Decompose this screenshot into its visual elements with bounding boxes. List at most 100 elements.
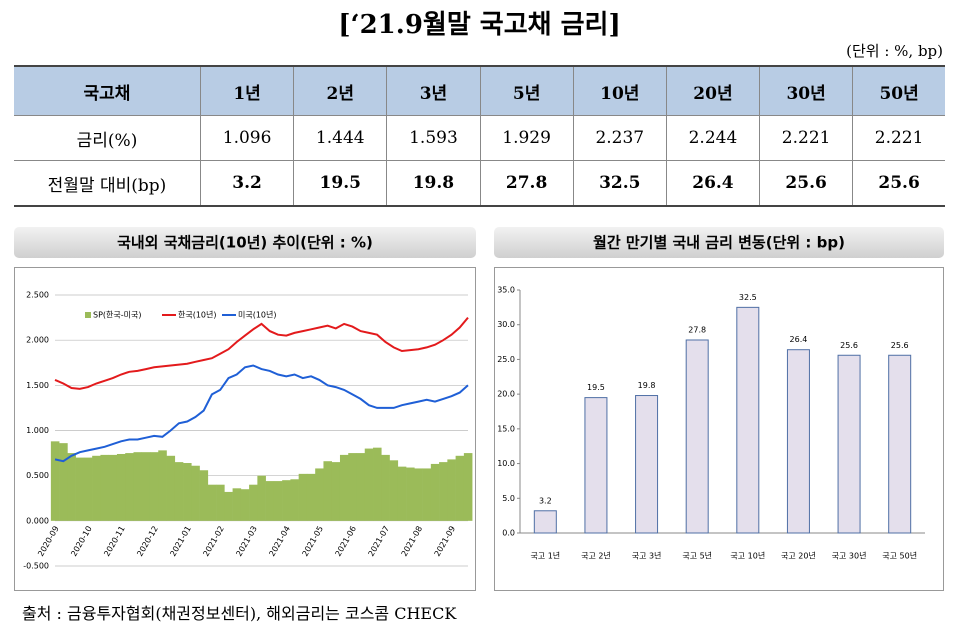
area-bar xyxy=(166,455,176,521)
table-row: 금리(%) 1.096 1.444 1.593 1.929 2.237 2.244 2.221… xyxy=(14,115,945,161)
area-bar xyxy=(133,452,143,521)
chart-title: 국내외 국채금리(10년) 추이(단위 : %) xyxy=(117,234,373,252)
y-tick-label: 20.0 xyxy=(497,390,515,399)
area-bar xyxy=(224,491,233,521)
x-tick-label: 국고 3년 xyxy=(632,551,662,561)
y-tick-label: 15.0 xyxy=(497,424,515,433)
area-bar xyxy=(174,462,184,521)
bar xyxy=(888,354,912,534)
value-label: 19.5 xyxy=(587,383,605,392)
legend-label: SP(한국-미국) xyxy=(93,311,141,320)
area-bar xyxy=(430,463,440,521)
y-tick-label: 2.000 xyxy=(26,336,49,345)
area-bar xyxy=(100,454,109,521)
value-cell: 3.2 xyxy=(199,160,295,207)
y-tick-label: 1.000 xyxy=(26,426,49,435)
value-cell: 2.244 xyxy=(665,115,761,161)
x-tick-label: 국고 20년 xyxy=(781,551,816,561)
header-cell: 5년 xyxy=(479,65,574,116)
y-tick-label: 0.000 xyxy=(26,516,49,525)
header-cell: 30년 xyxy=(759,65,854,116)
x-tick-label: 국고 30년 xyxy=(832,551,867,561)
y-tick-label: 10.0 xyxy=(497,459,515,468)
value-cell: 1.096 xyxy=(199,115,295,161)
value-cell: 32.5 xyxy=(572,160,667,207)
area-bar xyxy=(183,463,192,521)
legend-label: 한국(10년) xyxy=(178,310,217,320)
series-line xyxy=(54,316,469,390)
chart-frame xyxy=(14,267,476,591)
x-tick-label: 국고 5년 xyxy=(682,551,712,561)
area-bar xyxy=(406,467,415,521)
value-label: 32.5 xyxy=(739,293,757,302)
legend-swatch xyxy=(85,312,91,318)
value-label: 25.6 xyxy=(840,341,858,350)
value-label: 26.4 xyxy=(790,335,808,344)
area-bar xyxy=(158,450,167,521)
area-bar xyxy=(125,453,134,521)
bar xyxy=(786,349,810,534)
bar xyxy=(533,510,557,534)
area-bar xyxy=(149,452,159,521)
area-bar xyxy=(75,457,85,521)
area-bar xyxy=(257,475,266,521)
area-bar xyxy=(191,465,200,521)
row-label: 금리(%) xyxy=(14,115,201,161)
area-bar xyxy=(265,481,275,521)
area-bar xyxy=(364,448,374,521)
value-cell: 2.221 xyxy=(759,115,854,161)
rate-table: 국고채 1년 2년 3년 5년 10년 20년 30년 50년 금리(%) 1.096 1.444 1.… xyxy=(14,65,945,207)
area-bar xyxy=(67,453,76,521)
x-tick-label: 국고 1년 xyxy=(530,551,560,561)
y-tick-label: 0.500 xyxy=(26,471,49,480)
value-cell: 19.5 xyxy=(293,160,388,207)
area-bar xyxy=(59,443,68,521)
area-bar xyxy=(339,454,349,521)
value-cell: 25.6 xyxy=(759,160,854,207)
y-tick-label: 5.0 xyxy=(502,494,515,503)
area-bar xyxy=(389,460,399,521)
area-bar xyxy=(455,455,465,521)
area-bar xyxy=(282,480,291,521)
value-cell: 25.6 xyxy=(852,160,945,207)
value-cell: 2.221 xyxy=(852,115,945,161)
y-tick-label: 35.0 xyxy=(497,286,515,295)
title-bar xyxy=(14,227,476,258)
y-tick-label: 0.0 xyxy=(502,529,515,538)
value-cell: 27.8 xyxy=(479,160,574,207)
area-bar xyxy=(323,461,333,521)
value-label: 3.2 xyxy=(539,496,552,505)
header-cell: 20년 xyxy=(665,65,761,116)
bar xyxy=(584,397,608,534)
chart-title: 월간 만기별 국내 금리 변동(단위 : bp) xyxy=(593,234,845,252)
page-title: [‘21.9월말 국고채 금리] xyxy=(338,10,621,40)
area-bar xyxy=(50,441,60,521)
value-cell: 1.444 xyxy=(293,115,388,161)
source-note: 출처 : 금융투자협회(채권정보센터), 해외금리는 코스콤 CHECK xyxy=(22,604,457,623)
bar xyxy=(635,395,659,534)
area-bar xyxy=(207,484,217,521)
y-tick-label: 2.500 xyxy=(26,291,49,300)
area-bar xyxy=(306,473,316,521)
header-cell: 50년 xyxy=(852,65,945,116)
area-bar xyxy=(290,479,299,521)
area-bar xyxy=(463,453,473,521)
area-bar xyxy=(348,453,357,521)
area-bar xyxy=(199,470,209,521)
area-bar xyxy=(315,468,324,521)
x-tick-label: 국고 10년 xyxy=(730,551,765,561)
area-bar xyxy=(249,484,258,521)
header-cell: 3년 xyxy=(386,65,481,116)
area-bar xyxy=(356,453,366,521)
chart-frame xyxy=(494,267,944,591)
area-bar xyxy=(381,454,390,521)
area-bar xyxy=(373,447,382,521)
area-bar xyxy=(397,466,407,521)
bar xyxy=(685,339,709,534)
value-label: 19.8 xyxy=(638,381,656,390)
area-bar xyxy=(92,455,101,521)
table-row: 전월말 대비(bp) 3.2 19.5 19.8 27.8 32.5 26.4 25.6 25.… xyxy=(14,160,945,207)
row-label: 전월말 대비(bp) xyxy=(14,160,201,207)
area-bar xyxy=(447,459,456,521)
